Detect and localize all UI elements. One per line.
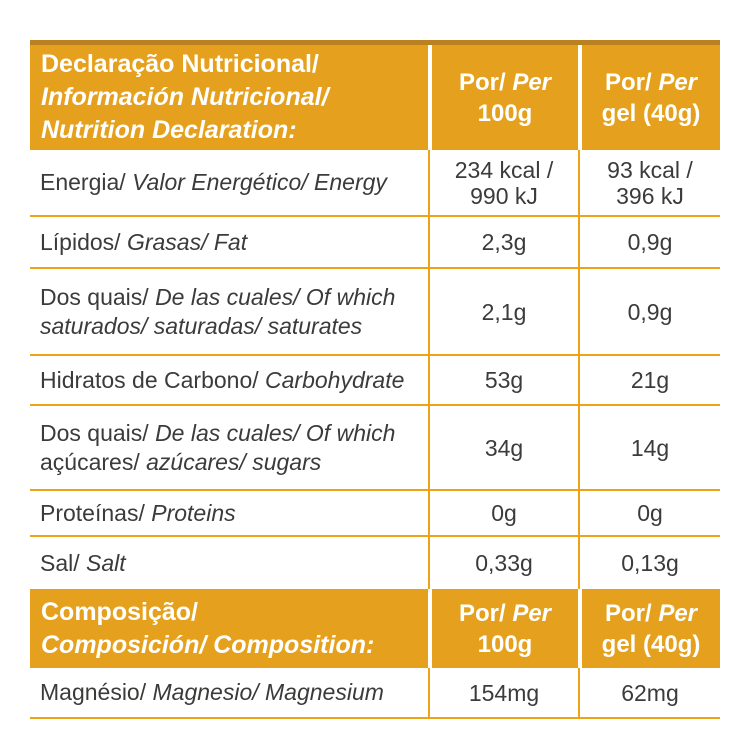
nutrient-label-carbohydrate: Hidratos de Carbono/ Carbohydrate [40,366,405,393]
nutrient-label-salt: Sal/ Salt [40,549,126,576]
table-row-protein: Proteínas/ Proteins 0g 0g [30,489,720,535]
value-saturates-per-gel: 0,9g [578,269,720,354]
composition-title-pt: Composição/ [41,597,198,626]
value-fat-per-gel: 0,9g [578,217,720,267]
table-row-fat: Lípidos/ Grasas/ Fat 2,3g 0,9g [30,215,720,267]
value-magnesium-per-gel: 62mg [578,668,720,717]
value-protein-per-gel: 0g [578,491,720,535]
value-salt-per-100g: 0,33g [428,537,578,589]
value-salt-per-gel: 0,13g [578,537,720,589]
header-col-per-100g: Por/ Per 100g [428,45,578,150]
nutrient-label-fat: Lípidos/ Grasas/ Fat [40,228,248,255]
table-row-energy: Energia/ Valor Energético/ Energy 234 kc… [30,150,720,215]
table-header-nutrition: Declaração Nutricional/ Información Nutr… [30,45,720,150]
value-carbohydrate-per-gel: 21g [578,356,720,404]
header-title: Declaração Nutricional/ Información Nutr… [30,45,428,150]
composition-col-per-100g: Por/ Per 100g [428,589,578,668]
value-carbohydrate-per-100g: 53g [428,356,578,404]
nutrient-label-sugars: Dos quais/ De las cuales/ Of which açúcar… [40,419,396,475]
table-row-salt: Sal/ Salt 0,33g 0,13g [30,535,720,589]
table-row-sugars: Dos quais/ De las cuales/ Of which açúcar… [30,404,720,489]
table-row-saturates: Dos quais/ De las cuales/ Of which satura… [30,267,720,354]
nutrient-label-protein: Proteínas/ Proteins [40,499,236,526]
composition-title-es-en: Composición/ Composition: [41,630,375,659]
header-title-pt: Declaração Nutricional/ [41,50,319,78]
value-magnesium-per-100g: 154mg [428,668,578,717]
nutrition-declaration-table: Declaração Nutricional/ Información Nutr… [30,40,720,719]
value-energy-per-100g: 234 kcal /990 kJ [428,150,578,215]
header-col-per-gel: Por/ Per gel (40g) [578,45,720,150]
composition-title: Composição/ Composición/ Composition: [30,589,428,668]
table-row-magnesium: Magnésio/ Magnesio/ Magnesium 154mg 62mg [30,668,720,717]
value-protein-per-100g: 0g [428,491,578,535]
value-fat-per-100g: 2,3g [428,217,578,267]
header-title-es: Información Nutricional/ [41,83,329,111]
composition-col-per-gel: Por/ Per gel (40g) [578,589,720,668]
table-row-carbohydrate: Hidratos de Carbono/ Carbohydrate 53g 21… [30,354,720,404]
value-saturates-per-100g: 2,1g [428,269,578,354]
nutrient-label-saturates: Dos quais/ De las cuales/ Of which satura… [40,283,396,339]
value-sugars-per-100g: 34g [428,406,578,489]
nutrient-label-energy: Energia/ Valor Energético/ Energy [40,169,387,195]
header-title-en: Nutrition Declaration: [41,116,297,144]
nutrient-label-magnesium: Magnésio/ Magnesio/ Magnesium [40,679,384,705]
value-energy-per-gel: 93 kcal /396 kJ [578,150,720,215]
value-sugars-per-gel: 14g [578,406,720,489]
table-header-composition: Composição/ Composición/ Composition: Po… [30,589,720,668]
